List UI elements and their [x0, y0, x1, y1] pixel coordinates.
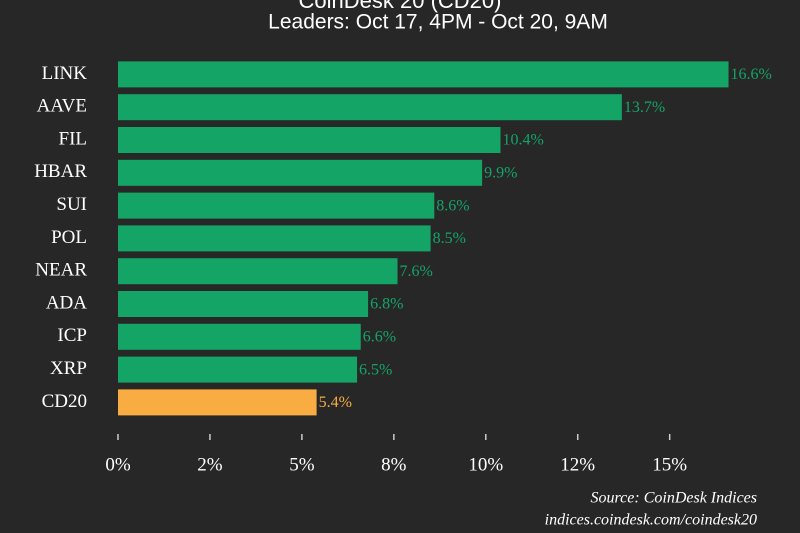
- x-tick-label: 15%: [652, 454, 687, 475]
- y-tick-label: ICP: [57, 325, 87, 346]
- x-tick-label: 12%: [560, 454, 595, 475]
- value-label: 7.6%: [400, 263, 433, 280]
- y-tick-label: FIL: [59, 128, 88, 149]
- source-url: indices.coindesk.com/coindesk20: [545, 512, 757, 529]
- chart-title: CoinDesk 20 (CD20): [299, 0, 502, 13]
- value-label: 5.4%: [319, 394, 352, 411]
- bar: [118, 192, 435, 219]
- y-tick-label: HBAR: [34, 161, 87, 182]
- bar: [118, 291, 369, 317]
- chart-subtitle: Leaders: Oct 17, 4PM - Oct 20, 9AM: [268, 11, 608, 34]
- bar: [118, 225, 431, 252]
- y-tick-label: SUI: [56, 194, 87, 215]
- y-tick-label: AAVE: [37, 96, 87, 117]
- value-label: 8.6%: [436, 197, 469, 214]
- x-tick-label: 2%: [197, 454, 223, 475]
- x-tick-label: 0%: [105, 454, 131, 475]
- x-tick-label: 8%: [381, 454, 407, 475]
- source: Source: CoinDesk Indices: [591, 490, 757, 507]
- y-tick-label: POL: [51, 227, 87, 248]
- bar: [118, 61, 729, 88]
- y-tick-label: CD20: [42, 391, 87, 412]
- value-label: 10.4%: [502, 132, 543, 149]
- y-tick-label: XRP: [50, 358, 87, 379]
- bar: [118, 159, 483, 186]
- value-label: 13.7%: [624, 99, 665, 116]
- bar: [118, 127, 501, 153]
- bar: [118, 94, 622, 121]
- bar: [118, 323, 361, 350]
- x-tick-label: 5%: [289, 454, 315, 475]
- value-label: 9.9%: [484, 164, 517, 181]
- bar: [118, 258, 398, 285]
- bar: [118, 389, 317, 416]
- y-tick-label: LINK: [42, 63, 88, 84]
- value-label: 6.6%: [363, 328, 396, 345]
- value-label: 6.5%: [359, 361, 392, 378]
- value-label: 8.5%: [433, 230, 466, 247]
- x-tick-label: 10%: [468, 454, 503, 475]
- y-tick-label: NEAR: [35, 260, 87, 281]
- value-label: 6.8%: [370, 296, 403, 313]
- value-label: 16.6%: [731, 66, 772, 83]
- bar: [118, 356, 358, 383]
- y-tick-label: ADA: [46, 292, 87, 313]
